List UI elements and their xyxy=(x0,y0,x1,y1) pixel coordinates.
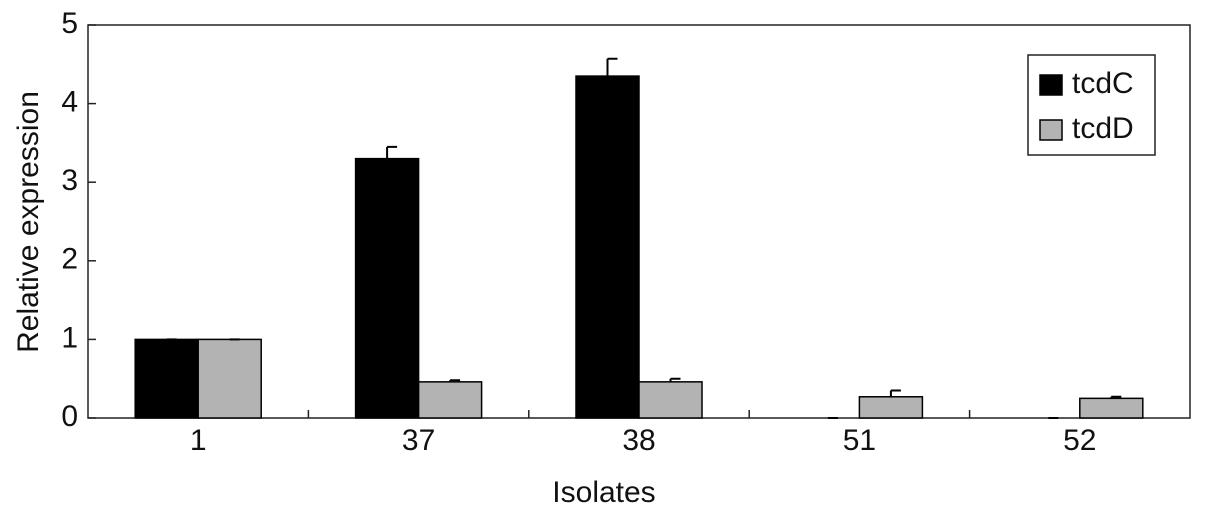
bar xyxy=(638,381,703,419)
bar xyxy=(197,338,262,419)
bar xyxy=(354,157,420,419)
error-bar xyxy=(669,377,681,382)
error-bar xyxy=(606,57,618,77)
y-tick-label: 5 xyxy=(61,7,78,40)
y-tick-label: 1 xyxy=(61,321,78,354)
error-bar xyxy=(1110,395,1122,399)
bar xyxy=(1079,397,1144,419)
bar xyxy=(858,396,924,419)
error-bar xyxy=(889,389,901,397)
x-tick-label: 52 xyxy=(1063,424,1096,457)
y-axis-label: Relative expression xyxy=(12,91,45,353)
y-tick-label: 4 xyxy=(61,86,78,119)
bar xyxy=(417,381,483,419)
y-tick-label: 0 xyxy=(61,400,78,433)
y-tick-label: 2 xyxy=(61,243,78,276)
y-tick-label: 3 xyxy=(61,164,78,197)
legend-swatch xyxy=(1039,119,1063,141)
x-tick-label: 1 xyxy=(190,424,207,457)
legend-swatch xyxy=(1039,74,1063,96)
legend-label: tcdC xyxy=(1072,67,1134,100)
legend-box xyxy=(1027,54,1156,156)
error-bar xyxy=(386,145,398,159)
error-bar xyxy=(449,379,461,382)
x-tick-label: 38 xyxy=(622,424,655,457)
x-axis-label: Isolates xyxy=(552,476,655,509)
bar xyxy=(134,338,199,419)
x-tick-label: 37 xyxy=(402,424,435,457)
x-tick-label: 51 xyxy=(843,424,876,457)
bar xyxy=(575,75,640,419)
legend-label: tcdD xyxy=(1072,112,1134,145)
